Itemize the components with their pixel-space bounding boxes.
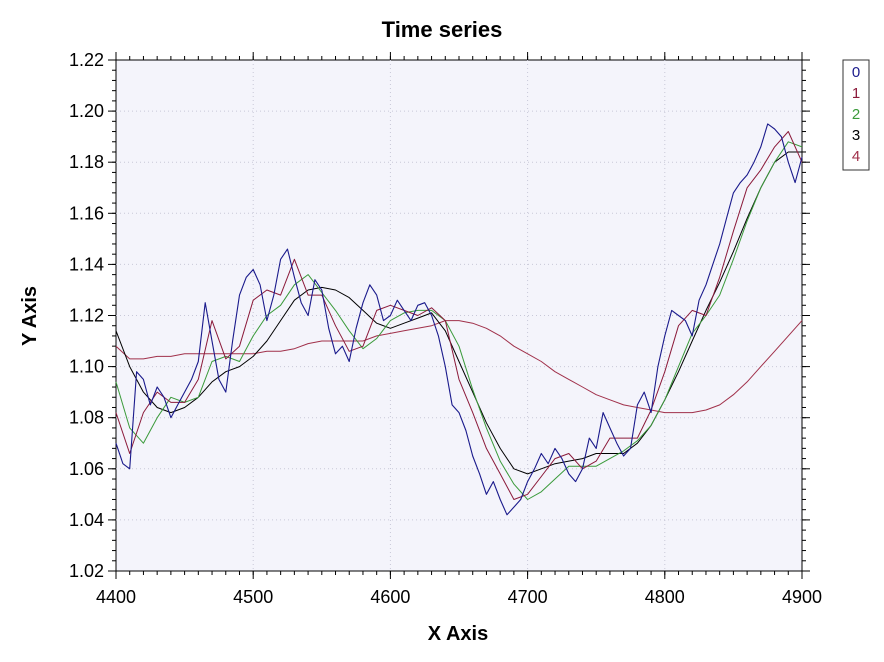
legend-entry-4: 4 bbox=[852, 148, 860, 165]
y-tick-label: 1.22 bbox=[69, 50, 104, 70]
x-tick-label: 4700 bbox=[508, 587, 548, 607]
series-line-3 bbox=[115, 151, 802, 475]
x-tick-label: 4500 bbox=[233, 587, 273, 607]
chart-title: Time series bbox=[382, 17, 503, 42]
legend-entry-2: 2 bbox=[852, 106, 860, 123]
y-axis-title: Y Axis bbox=[19, 286, 41, 346]
legend-entry-3: 3 bbox=[852, 127, 860, 144]
x-tick-label: 4600 bbox=[370, 587, 410, 607]
y-tick-label: 1.10 bbox=[69, 357, 104, 377]
legend-entry-1: 1 bbox=[852, 85, 860, 102]
y-tick-label: 1.18 bbox=[69, 152, 104, 172]
legend-entry-0: 0 bbox=[852, 64, 860, 81]
axis-ticks bbox=[108, 52, 810, 579]
legend-box bbox=[842, 59, 870, 171]
legend: 0 1 2 3 4 bbox=[852, 64, 860, 165]
x-tick-label: 4800 bbox=[645, 587, 685, 607]
y-tick-labels: 1.02 1.04 1.06 1.08 1.10 1.12 1.14 1.16 1.18 1.20… bbox=[69, 50, 104, 581]
x-tick-label: 4400 bbox=[96, 587, 136, 607]
x-tick-labels: 4400 4500 4600 4700 4800 4900 bbox=[96, 587, 822, 607]
y-tick-label: 1.06 bbox=[69, 459, 104, 479]
y-tick-label: 1.04 bbox=[69, 510, 104, 530]
x-tick-label: 4900 bbox=[782, 587, 822, 607]
y-tick-label: 1.20 bbox=[69, 101, 104, 121]
y-tick-label: 1.14 bbox=[69, 254, 104, 274]
y-tick-label: 1.08 bbox=[69, 408, 104, 428]
y-tick-label: 1.02 bbox=[69, 561, 104, 581]
series-group bbox=[115, 123, 803, 516]
y-tick-label: 1.16 bbox=[69, 203, 104, 223]
y-tick-label: 1.12 bbox=[69, 306, 104, 326]
x-axis-title: X Axis bbox=[428, 623, 488, 645]
plot-area bbox=[115, 59, 803, 572]
series-line-0 bbox=[115, 123, 803, 516]
